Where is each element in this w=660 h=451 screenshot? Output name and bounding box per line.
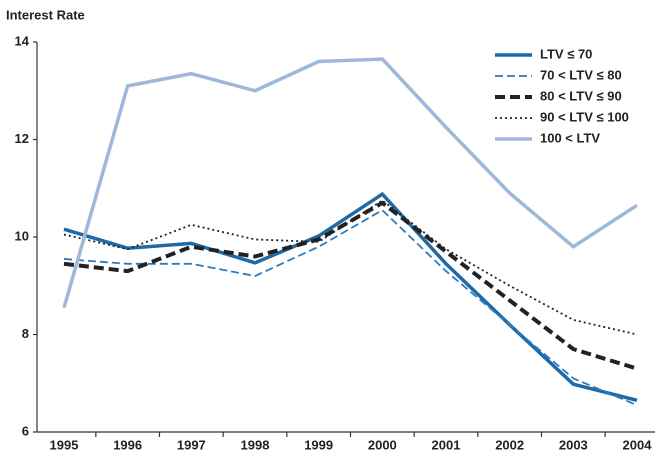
x-tick-label: 2001 xyxy=(432,437,461,451)
series-line xyxy=(63,199,638,336)
legend-label: LTV ≤ 70 xyxy=(540,46,592,61)
y-tick-label: 6 xyxy=(22,423,29,438)
y-tick-label: 10 xyxy=(15,228,29,243)
series-line xyxy=(63,209,638,407)
legend-label: 90 < LTV ≤ 100 xyxy=(540,109,629,124)
x-tick-label: 1996 xyxy=(113,437,142,451)
x-tick-label: 1998 xyxy=(241,437,270,451)
x-tick-label: 2002 xyxy=(495,437,524,451)
x-tick-label: 1999 xyxy=(304,437,333,451)
x-tick-label: 2000 xyxy=(368,437,397,451)
y-tick-label: 8 xyxy=(22,326,29,341)
legend-label: 100 < LTV xyxy=(540,130,600,145)
series-line xyxy=(63,200,638,371)
legend-label: 80 < LTV ≤ 90 xyxy=(540,88,622,103)
x-tick-label: 2003 xyxy=(559,437,588,451)
x-tick-label: 2004 xyxy=(623,437,653,451)
y-tick-label: 12 xyxy=(15,131,29,146)
x-tick-label: 1997 xyxy=(177,437,206,451)
y-tick-label: 14 xyxy=(15,33,30,48)
x-tick-label: 1995 xyxy=(50,437,79,451)
series-line xyxy=(62,57,638,309)
series-line xyxy=(63,191,638,403)
y-axis-label: Interest Rate xyxy=(6,7,85,22)
legend-label: 70 < LTV ≤ 80 xyxy=(540,67,622,82)
